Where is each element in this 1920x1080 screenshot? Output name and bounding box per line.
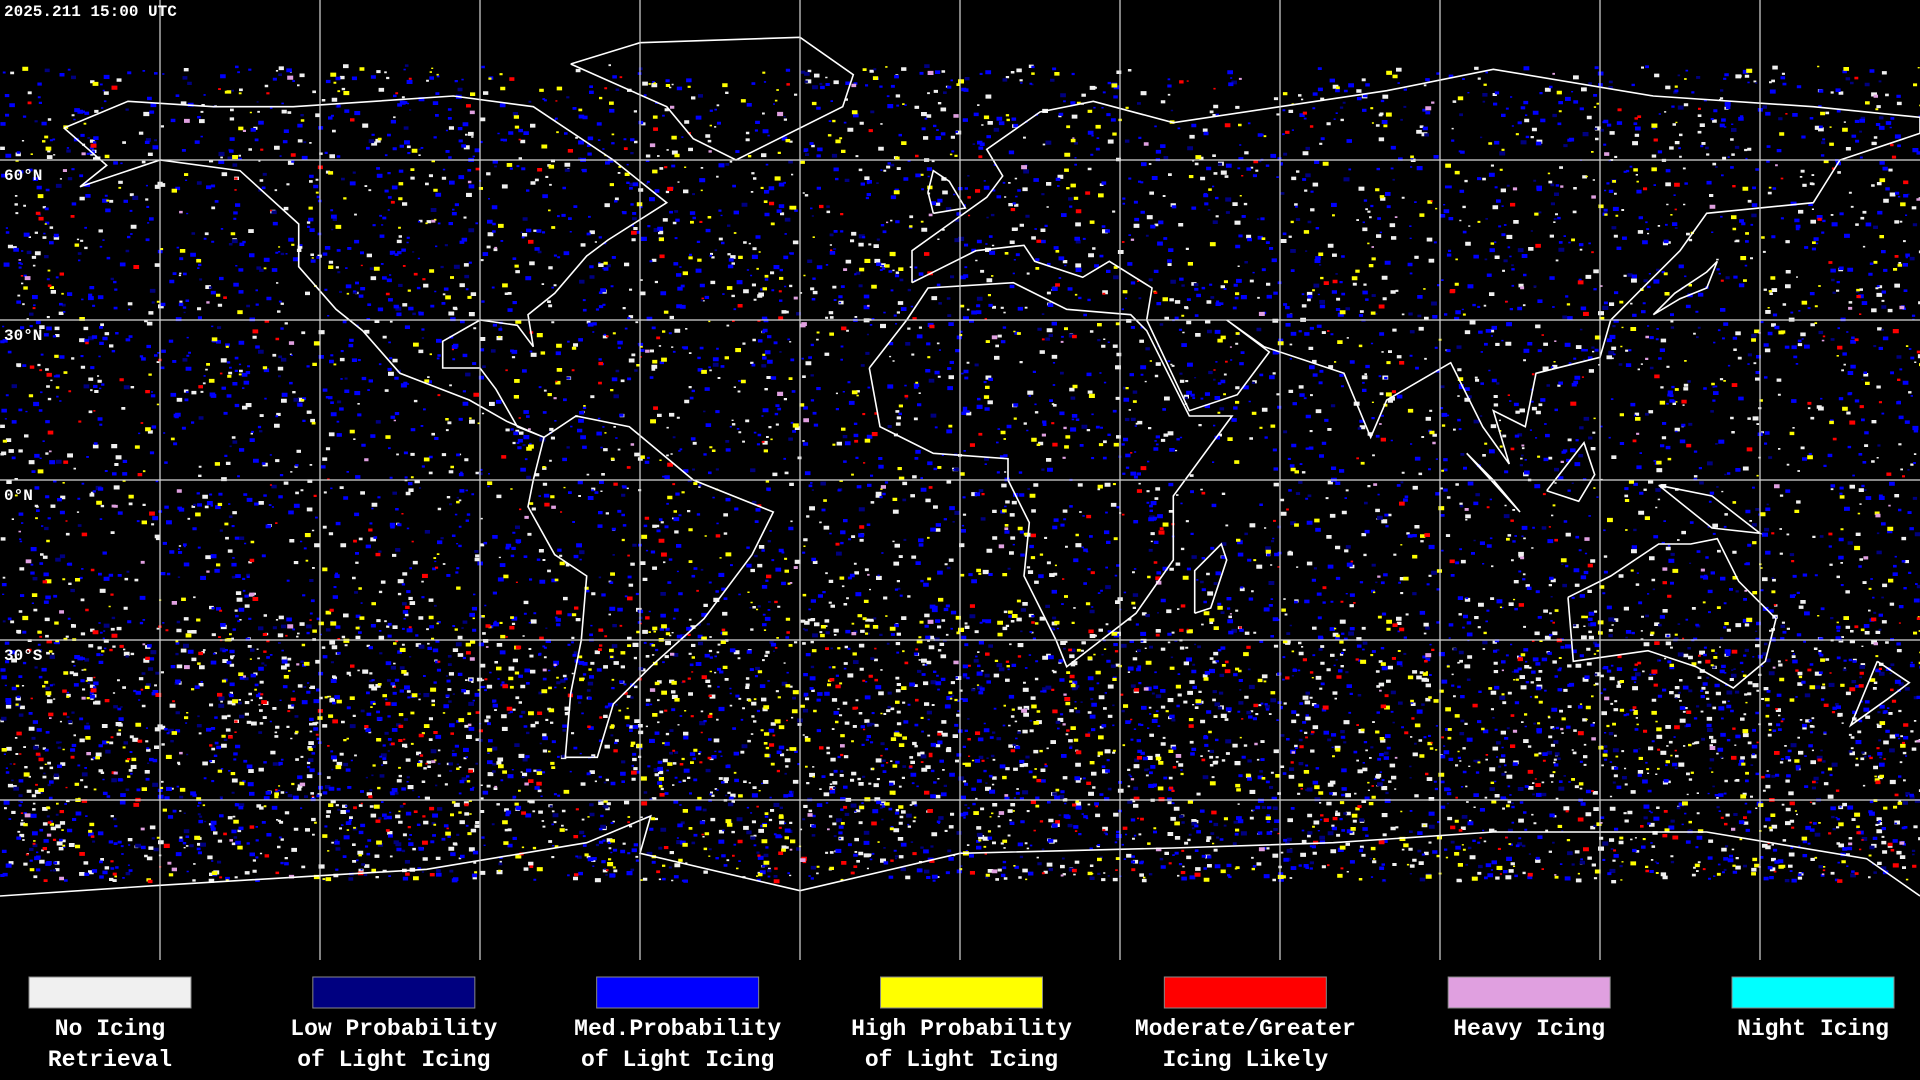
legend-label: Night Icing <box>1737 1016 1889 1042</box>
legend-label: of Light Icing <box>581 1047 774 1073</box>
coastline <box>1466 452 1521 513</box>
coastline <box>527 415 775 759</box>
coastline <box>63 95 669 439</box>
coastline <box>1546 441 1596 503</box>
legend-label: of Light Icing <box>865 1047 1058 1073</box>
labels: 2025.211 15:00 UTC 60°N 30°N 0°N 30°S <box>4 3 177 665</box>
latitude-label: 60°N <box>4 167 42 185</box>
latitude-label: 0°N <box>4 487 33 505</box>
legend-label: No Icing <box>55 1016 165 1042</box>
legend: No Icing Retrieval Low Probability of Light… <box>28 976 1895 1073</box>
legend-swatch <box>28 976 192 1009</box>
legend-swatch <box>1447 976 1611 1009</box>
legend-swatch <box>1163 976 1327 1009</box>
coastlines <box>0 36 1920 897</box>
legend-label: Med.Probability <box>574 1016 781 1042</box>
coastline <box>1567 537 1777 689</box>
coastline <box>0 814 1920 897</box>
legend-swatch <box>880 976 1043 1009</box>
coastline <box>1848 660 1911 728</box>
legend-swatch <box>596 976 760 1009</box>
coastline <box>1193 542 1228 615</box>
timestamp: 2025.211 15:00 UTC <box>4 3 177 21</box>
coastline <box>570 36 855 161</box>
legend-label: Moderate/Greater <box>1135 1016 1356 1042</box>
coastline <box>1652 260 1719 316</box>
latitude-label: 30°S <box>4 647 43 665</box>
latitude-label: 30°N <box>4 327 42 345</box>
icing-speckles <box>1 65 1920 882</box>
legend-label: Icing Likely <box>1163 1047 1329 1073</box>
legend-label: Retrieval <box>48 1047 172 1073</box>
legend-label: Heavy Icing <box>1453 1016 1605 1042</box>
legend-swatch <box>1731 976 1895 1009</box>
legend-label: High Probability <box>851 1016 1072 1042</box>
legend-swatch <box>312 976 476 1009</box>
legend-label: Low Probability <box>290 1016 497 1042</box>
graticule <box>0 0 1920 960</box>
coastline <box>868 281 1234 668</box>
legend-label: of Light Icing <box>297 1047 490 1073</box>
